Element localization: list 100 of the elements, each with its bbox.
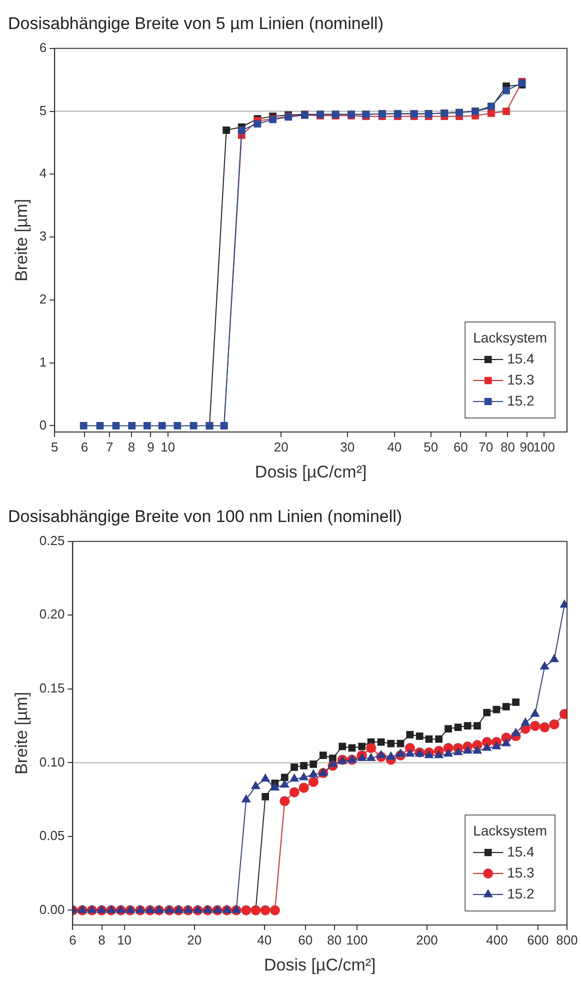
point — [290, 774, 299, 782]
y-tick-label: 3 — [39, 228, 47, 244]
point — [454, 747, 462, 756]
point — [492, 706, 500, 714]
point — [434, 750, 444, 758]
x-tick-label: 600 — [527, 932, 549, 948]
point — [435, 735, 443, 743]
point — [328, 759, 338, 767]
point — [549, 719, 560, 730]
y-tick-label: 0.15 — [39, 680, 65, 696]
point — [463, 746, 472, 754]
point — [387, 740, 395, 748]
x-tick-label: 80 — [500, 439, 515, 454]
point — [298, 782, 309, 793]
point — [270, 782, 280, 791]
x-tick-label: 400 — [486, 932, 508, 948]
x-tick-label: 8 — [128, 439, 136, 454]
point — [386, 752, 396, 760]
chart-title: Dosisabhängige Breite von 100 nm Linien (nominell) — [8, 506, 402, 526]
point — [289, 787, 300, 798]
point — [260, 774, 270, 782]
x-tick-label: 20 — [187, 932, 202, 948]
x-tick-label: 7 — [106, 439, 114, 454]
point — [512, 698, 520, 706]
point — [425, 735, 433, 743]
point — [454, 724, 462, 731]
x-tick-label: 8 — [98, 932, 106, 948]
x-tick-label: 20 — [274, 439, 288, 454]
legend-label: 15.4 — [507, 350, 535, 366]
point — [511, 728, 520, 736]
point — [521, 718, 530, 726]
point — [444, 748, 453, 757]
point — [376, 750, 386, 758]
legend-label: 15.3 — [507, 371, 535, 388]
point — [299, 772, 308, 780]
point — [424, 750, 434, 758]
x-tick-label: 800 — [556, 932, 578, 948]
y-tick-label: 0.10 — [39, 754, 65, 770]
legend-label: 15.2 — [507, 392, 535, 408]
point — [280, 796, 290, 806]
point — [290, 763, 298, 771]
point — [308, 776, 318, 787]
legend-title: Lacksystem — [473, 822, 548, 838]
y-tick-label: 1 — [39, 354, 47, 370]
x-tick-label: 10 — [160, 439, 176, 454]
y-tick-label: 2 — [39, 292, 47, 307]
point — [260, 905, 270, 916]
chart-title: Dosisabhängige Breite von 5 µm Linien (nominell) — [8, 14, 384, 33]
x-tick-label: 90 — [520, 439, 534, 454]
point — [262, 792, 270, 800]
x-tick-label: 9 — [147, 439, 154, 454]
legend-label: 15.4 — [507, 843, 535, 860]
y-axis-title: Breite [µm] — [12, 198, 31, 282]
point — [444, 725, 452, 732]
point — [492, 741, 501, 750]
x-axis-title: Dosis [µC/cm²] — [254, 462, 367, 482]
x-tick-label: 200 — [416, 932, 438, 948]
point — [319, 752, 327, 760]
x-tick-label: 30 — [340, 439, 355, 454]
point — [366, 753, 376, 762]
y-tick-label: 5 — [39, 102, 47, 118]
point — [406, 730, 414, 738]
y-tick-label: 0.05 — [39, 828, 65, 844]
point — [366, 742, 376, 753]
point — [406, 748, 414, 757]
x-tick-label: 80 — [327, 932, 342, 948]
x-tick-label: 70 — [478, 439, 494, 454]
point — [310, 760, 318, 768]
point — [338, 742, 346, 750]
point — [251, 781, 260, 790]
x-tick-label: 60 — [453, 439, 468, 454]
point — [530, 709, 540, 717]
legend-label: 15.2 — [507, 885, 535, 902]
point — [280, 780, 290, 788]
point — [502, 702, 510, 710]
point — [300, 762, 308, 770]
x-tick-label: 50 — [424, 439, 438, 454]
point — [416, 732, 424, 740]
y-tick-label: 6 — [39, 40, 47, 55]
point — [396, 740, 404, 748]
y-tick-label: 0 — [39, 417, 47, 432]
point — [482, 742, 492, 751]
y-tick-label: 0.20 — [39, 606, 65, 622]
point — [550, 654, 559, 662]
point — [483, 708, 491, 716]
x-tick-label: 6 — [69, 932, 76, 948]
point — [348, 744, 356, 752]
point — [358, 742, 366, 750]
point — [309, 770, 318, 778]
point — [540, 722, 550, 732]
x-tick-label: 40 — [387, 439, 402, 454]
x-tick-label: 100 — [346, 932, 368, 948]
x-tick-label: 100 — [533, 439, 556, 454]
point — [242, 794, 251, 802]
y-tick-label: 4 — [39, 166, 47, 181]
point — [377, 738, 385, 746]
x-axis-title: Dosis [µC/cm²] — [264, 955, 376, 974]
point — [464, 722, 472, 730]
point — [474, 722, 481, 730]
point — [270, 905, 280, 916]
